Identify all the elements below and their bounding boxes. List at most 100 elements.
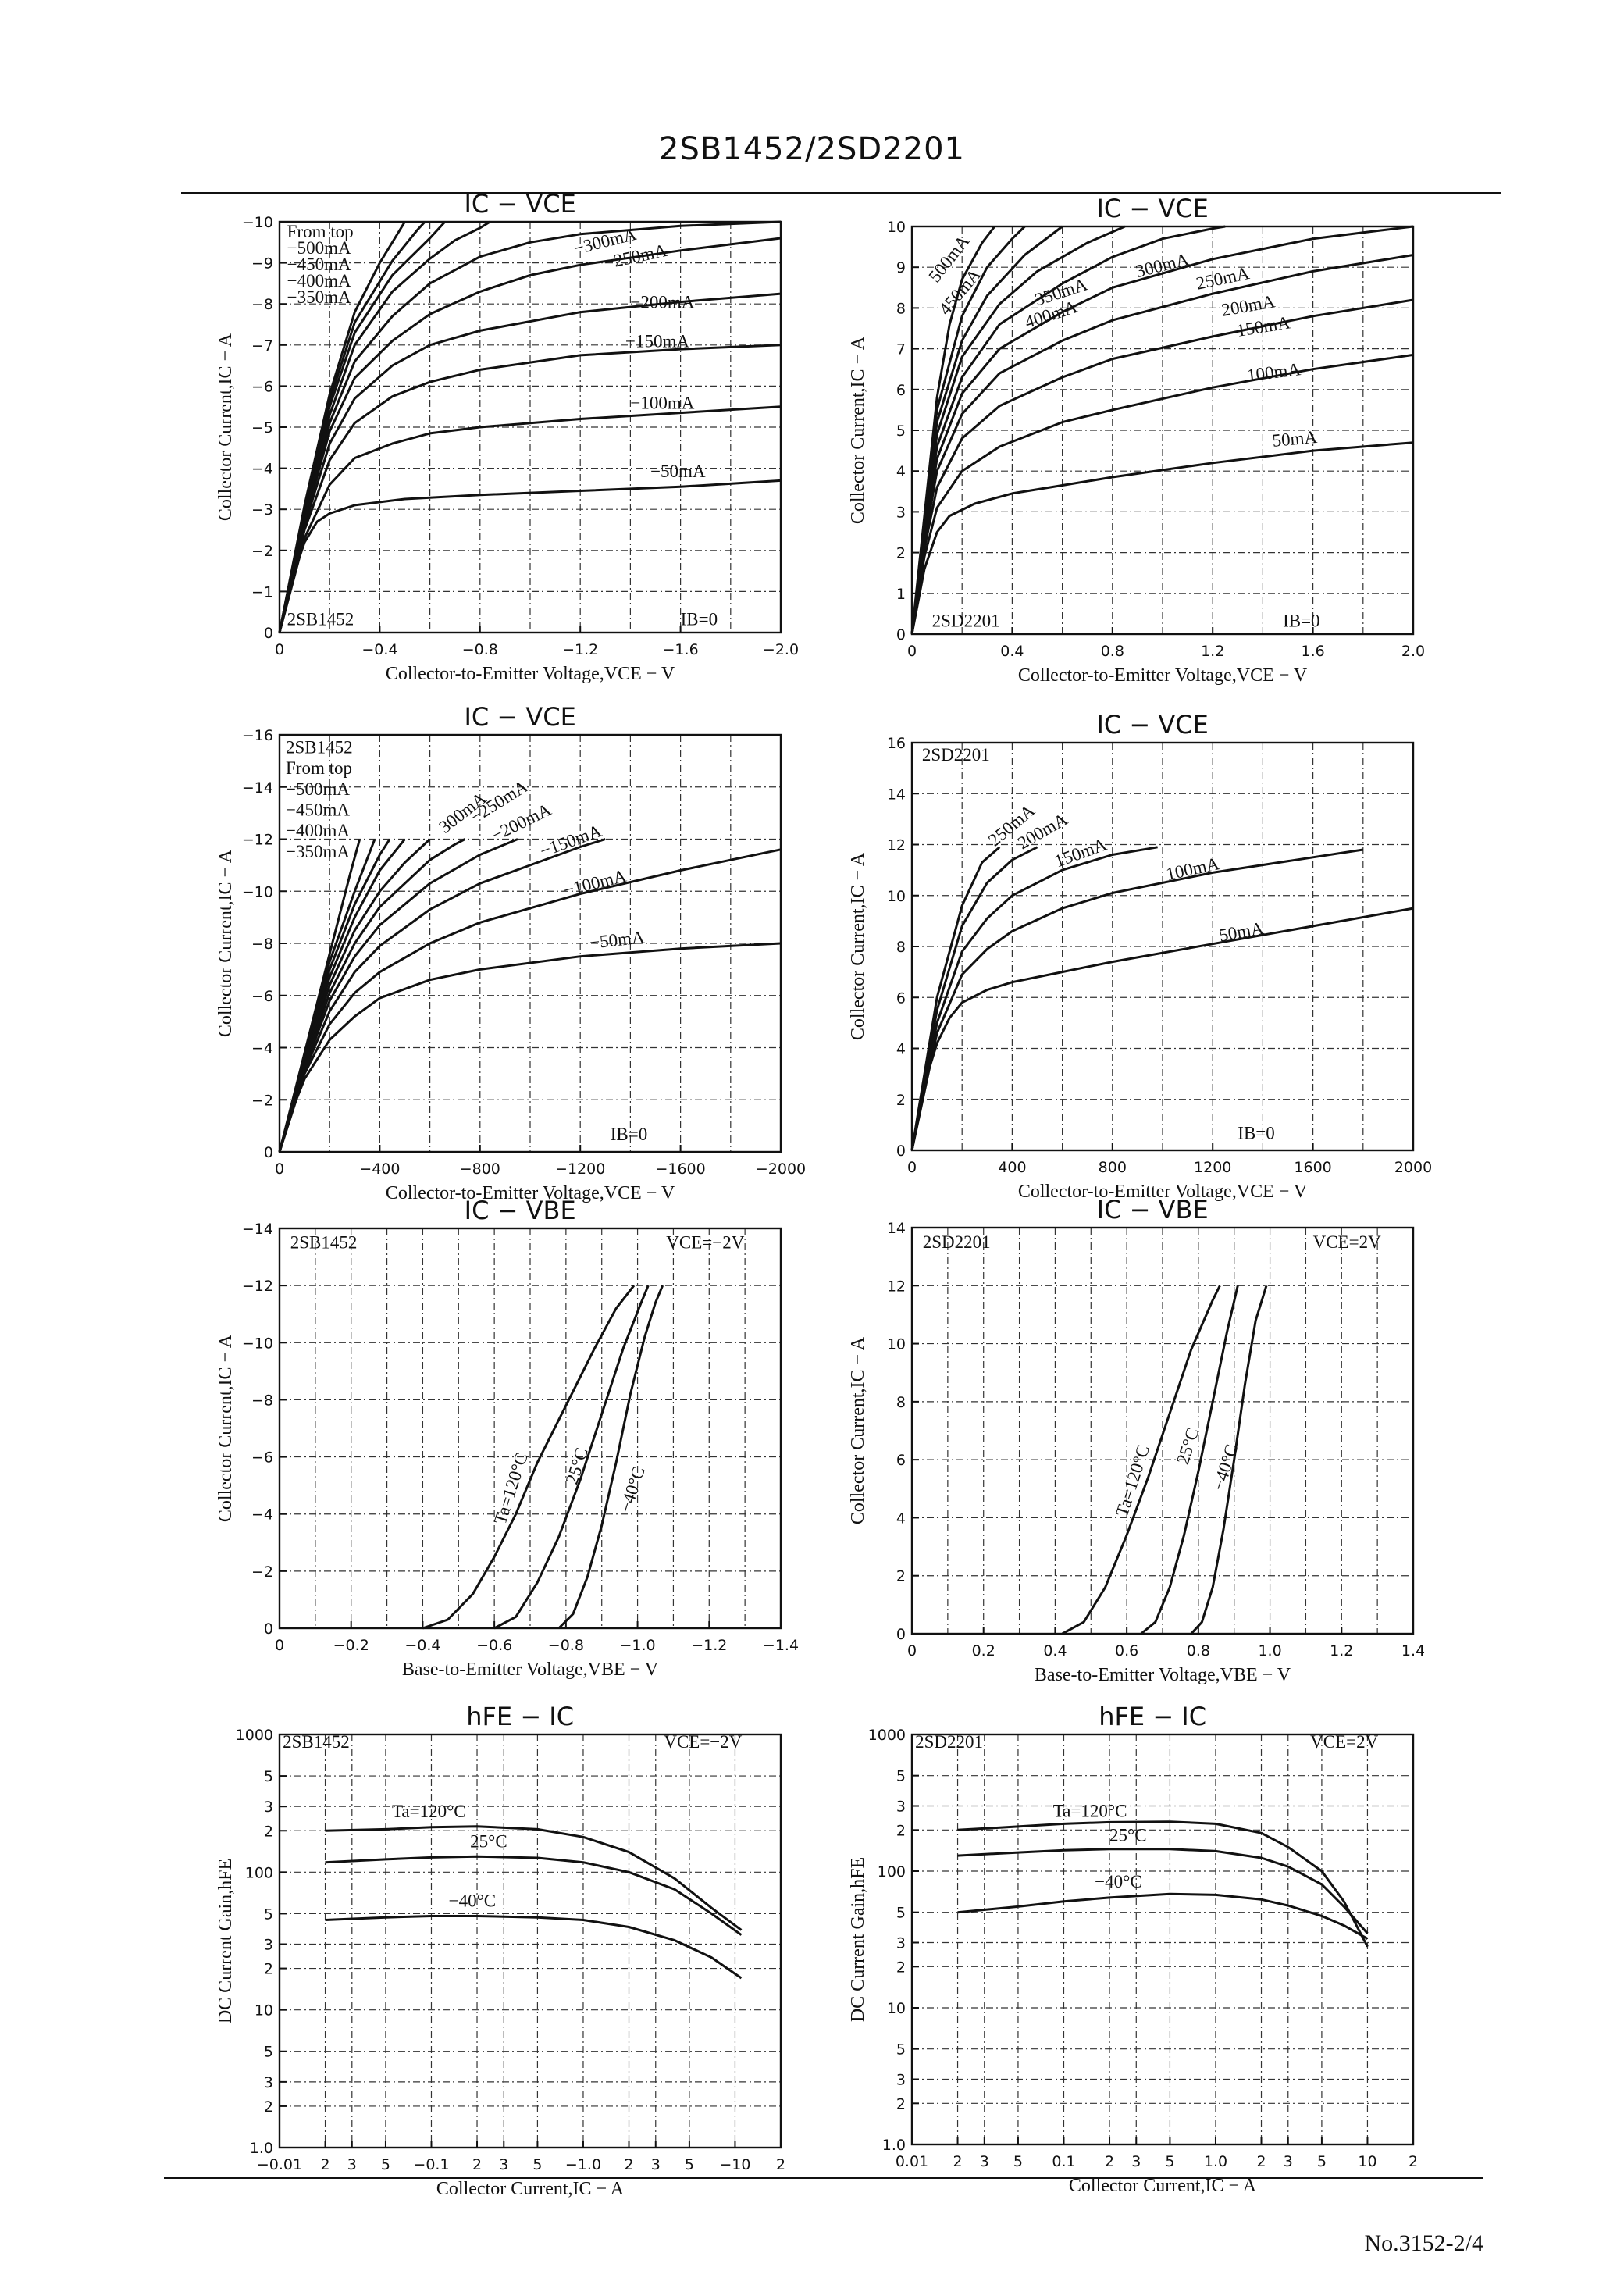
x-tick-label: 2 bbox=[1409, 2153, 1418, 2170]
y-tick-label: 5 bbox=[896, 422, 906, 440]
series-line bbox=[910, 225, 1414, 635]
x-tick-label: 0 bbox=[275, 1160, 284, 1178]
y-tick-label: −4 bbox=[251, 1506, 273, 1524]
chart-title: IC − VCE bbox=[1096, 194, 1208, 223]
y-tick-label: 10 bbox=[887, 2000, 906, 2017]
chart-1: 0 −0.4 −0.8 −1.2 −1.6 −2.0 0 −1 −2 −3 −4 −5 −6 −7 −8 −9… bbox=[215, 189, 799, 684]
series-line bbox=[278, 838, 606, 1153]
y-tick-label: 14 bbox=[887, 1220, 906, 1237]
y-tick-label: 3 bbox=[264, 1937, 273, 1954]
chart-8: 0.01 2 3 5 0.1 2 3 5 1.0 2 3 5 10 21.0235102351002351… bbox=[848, 1702, 1418, 2196]
x-tick-label: 2 bbox=[776, 2156, 785, 2173]
x-tick-label: 2 bbox=[1256, 2153, 1266, 2170]
y-tick-label: −8 bbox=[251, 296, 273, 313]
chart-title: IC − VCE bbox=[464, 702, 575, 732]
x-tick-label: 3 bbox=[1284, 2153, 1293, 2170]
x-tick-label: −1.0 bbox=[620, 1637, 656, 1654]
chart-5: 0 −0.2 −0.4 −0.6 −0.8 −1.0 −1.2 −1.4 0 −2 −4 −6 −8 −1… bbox=[215, 1196, 799, 1680]
y-axis-label: Collector Current,IC − A bbox=[848, 852, 868, 1040]
y-tick-label: 2 bbox=[896, 545, 906, 562]
x-tick-label: 5 bbox=[1013, 2153, 1023, 2170]
chart-title: IC − VCE bbox=[464, 189, 575, 219]
y-tick-label: 0 bbox=[896, 1143, 906, 1160]
y-tick-label: 14 bbox=[887, 786, 906, 803]
y-tick-label: 6 bbox=[896, 382, 906, 399]
x-axis-label: Base-to-Emitter Voltage,VBE − V bbox=[1035, 1665, 1291, 1685]
y-tick-label: 2 bbox=[896, 1092, 906, 1109]
curve-label: 50mA bbox=[1217, 918, 1265, 946]
x-tick-label: 2 bbox=[1105, 2153, 1114, 2170]
plot-frame bbox=[278, 1227, 782, 1630]
x-tick-label: 1.2 bbox=[1330, 1642, 1353, 1659]
y-tick-label: 10 bbox=[887, 888, 906, 905]
x-tick-label: −0.01 bbox=[257, 2156, 302, 2173]
y-tick-label: 3 bbox=[896, 504, 906, 521]
x-tick-label: 3 bbox=[347, 2156, 357, 2173]
x-tick-label: 1200 bbox=[1194, 1159, 1231, 1176]
plot-frame bbox=[278, 1733, 782, 2149]
x-tick-label: −1.0 bbox=[565, 2156, 601, 2173]
series-line bbox=[1190, 1285, 1268, 1635]
series-line bbox=[910, 907, 1414, 1151]
chart-title: IC − VBE bbox=[465, 1196, 576, 1225]
x-tick-label: 0 bbox=[907, 643, 917, 660]
series-line bbox=[910, 254, 1414, 635]
x-tick-label: 0.8 bbox=[1101, 643, 1124, 660]
x-tick-label: 1.0 bbox=[1258, 1642, 1281, 1659]
x-tick-label: 3 bbox=[1131, 2153, 1141, 2170]
curve-label: −40°C bbox=[615, 1464, 648, 1515]
y-tick-label: 6 bbox=[896, 1452, 906, 1469]
y-tick-label: 8 bbox=[896, 1394, 906, 1411]
y-tick-label: 100 bbox=[878, 1863, 906, 1881]
curve-label: 2SB1452 bbox=[283, 1732, 350, 1752]
y-axis-label: DC Current Gain,hFE bbox=[215, 1859, 236, 2023]
x-tick-label: 800 bbox=[1099, 1159, 1127, 1176]
x-tick-label: −0.8 bbox=[462, 641, 498, 658]
x-tick-label: −0.2 bbox=[333, 1637, 369, 1654]
curve-label: −100mA bbox=[630, 393, 694, 412]
y-tick-label: 6 bbox=[896, 989, 906, 1007]
series-line bbox=[278, 848, 782, 1153]
y-tick-label: −16 bbox=[242, 727, 273, 744]
curve-label: 100mA bbox=[1246, 359, 1302, 385]
y-tick-label: −14 bbox=[242, 779, 273, 797]
curve-label: 25°C bbox=[1109, 1825, 1147, 1845]
y-tick-label: 8 bbox=[896, 939, 906, 956]
y-tick-label: 0 bbox=[264, 1144, 273, 1161]
y-axis-label: DC Current Gain,hFE bbox=[848, 1857, 868, 2022]
x-tick-label: 2 bbox=[472, 2156, 482, 2173]
y-tick-label: −6 bbox=[251, 378, 273, 395]
y-tick-label: −7 bbox=[251, 337, 273, 355]
curve-label: −40°C bbox=[449, 1891, 497, 1911]
y-tick-label: 0 bbox=[896, 1626, 906, 1643]
curve-label: 150mA bbox=[1235, 312, 1291, 340]
series-line bbox=[957, 1848, 1369, 1934]
curve-label: −200mA bbox=[630, 292, 694, 312]
x-axis-label: Collector Current,IC − A bbox=[1069, 2176, 1257, 2196]
y-tick-label: 1 bbox=[896, 586, 906, 603]
y-tick-label: 100 bbox=[245, 1864, 273, 1881]
y-tick-label: −3 bbox=[251, 501, 273, 519]
curve-label: 50mA bbox=[1271, 427, 1318, 451]
y-tick-label: 3 bbox=[896, 1799, 906, 1816]
curve-label: −450mA bbox=[286, 800, 350, 819]
series-line bbox=[278, 220, 491, 633]
y-tick-label: 0 bbox=[264, 1620, 273, 1638]
series-line bbox=[910, 226, 996, 635]
y-tick-label: 4 bbox=[896, 1041, 906, 1058]
y-tick-label: 3 bbox=[264, 2074, 273, 2091]
series-line bbox=[910, 353, 1414, 635]
y-tick-label: −1 bbox=[251, 583, 273, 601]
x-tick-label: 0 bbox=[907, 1159, 917, 1176]
x-tick-label: −400 bbox=[359, 1160, 400, 1178]
y-tick-label: 2 bbox=[896, 1568, 906, 1585]
x-tick-label: 0.8 bbox=[1187, 1642, 1210, 1659]
x-tick-label: −1.2 bbox=[562, 641, 598, 658]
chart-2: 0 0.4 0.8 1.2 1.6 2.0 0 1 2 3 4 5 6 7 8 9 10 IC − VCE Coll… bbox=[848, 194, 1425, 686]
series-line bbox=[325, 1825, 743, 1931]
x-tick-label: −0.4 bbox=[404, 1637, 440, 1654]
x-tick-label: −0.4 bbox=[361, 641, 397, 658]
curve-label: IB=0 bbox=[681, 610, 718, 629]
x-tick-label: 2 bbox=[320, 2156, 329, 2173]
curve-label: 2SD2201 bbox=[923, 1232, 991, 1252]
